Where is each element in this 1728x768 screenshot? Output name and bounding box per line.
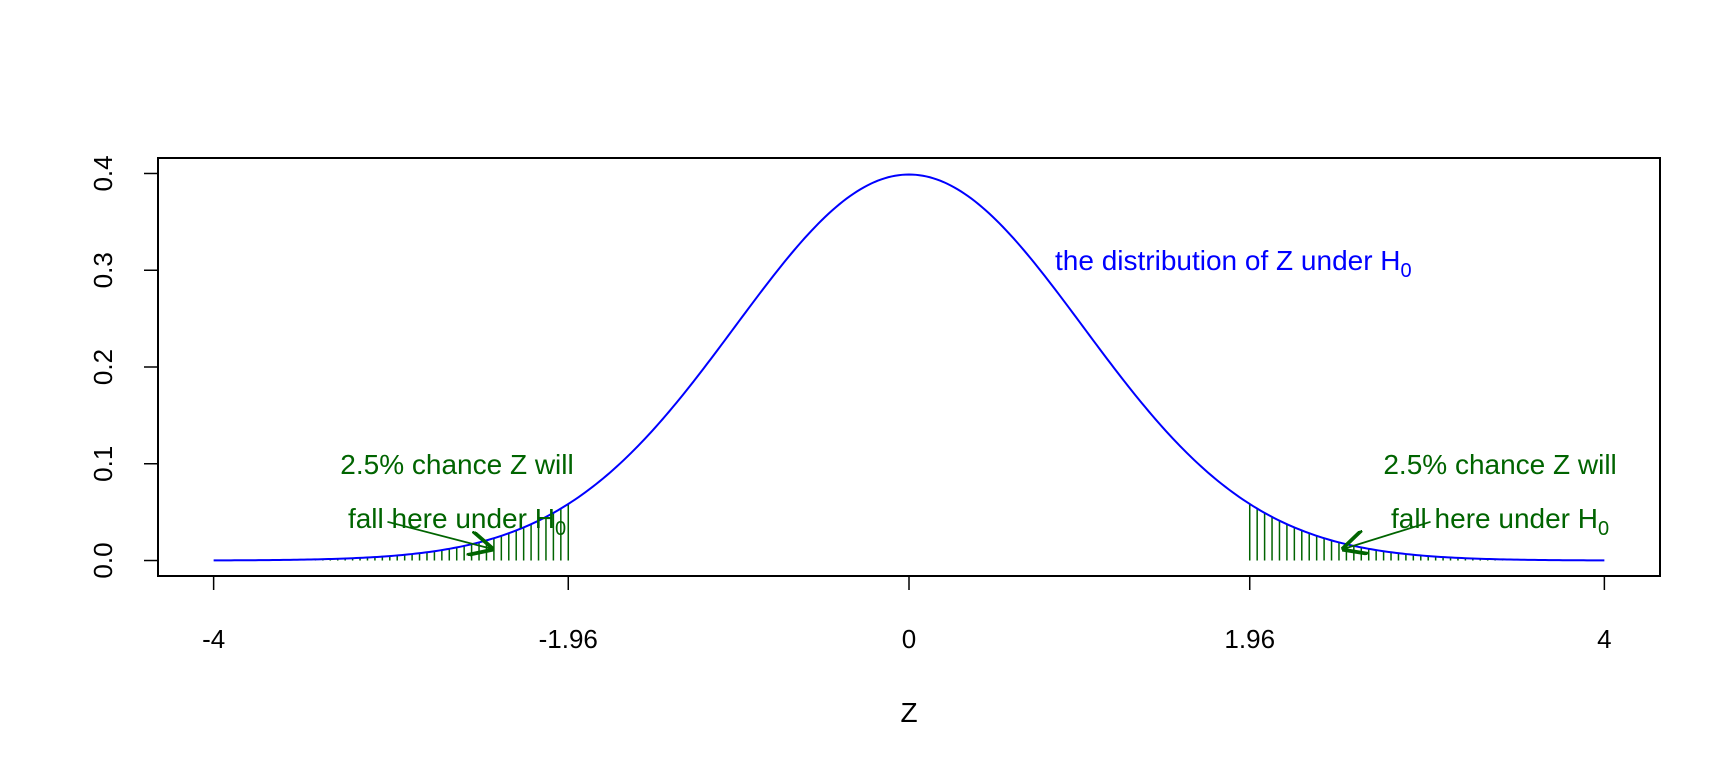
y-tick-label: 0.1 (88, 446, 118, 482)
density-curve (213, 173, 1605, 562)
annotation-tail-label: fall here under H0 (348, 503, 566, 540)
y-axis: 0.0 0.1 0.2 0.3 0.4 (88, 155, 159, 579)
y-tick-label: 0.4 (88, 155, 118, 191)
x-axis: -4 -1.96 0 1.96 4 (202, 575, 1612, 654)
annotation-distribution-label: the distribution of Z under H0 (1055, 245, 1412, 282)
annotation-arrow (1344, 520, 1431, 549)
x-tick-label: -4 (202, 624, 225, 654)
x-tick-label: -1.96 (539, 624, 598, 654)
x-tick-label: 0 (902, 624, 916, 654)
x-tick-label: 4 (1597, 624, 1611, 654)
y-tick-label: 0.2 (88, 349, 118, 385)
y-tick-label: 0.3 (88, 252, 118, 288)
rejection-region-hatching (299, 503, 1519, 561)
annotation-arrow (387, 520, 491, 549)
x-axis-title: Z (900, 697, 917, 728)
annotation-tail-label: 2.5% chance Z will (1383, 449, 1616, 480)
y-tick-label: 0.0 (88, 542, 118, 578)
annotations: the distribution of Z under H0 2.5% chanc… (340, 245, 1617, 549)
x-tick-label: 1.96 (1224, 624, 1275, 654)
annotation-tail-label: fall here under H0 (1391, 503, 1609, 540)
annotation-tail-label: 2.5% chance Z will (340, 449, 573, 480)
